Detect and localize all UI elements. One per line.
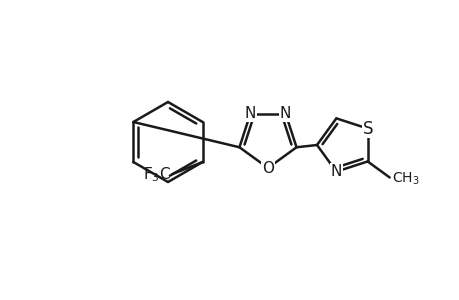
- Text: N: N: [330, 164, 341, 179]
- Text: CH$_3$: CH$_3$: [391, 170, 418, 187]
- Text: F$_3$C: F$_3$C: [142, 166, 170, 184]
- Text: N: N: [280, 106, 291, 121]
- Text: N: N: [244, 106, 256, 121]
- Text: O: O: [262, 160, 274, 175]
- Text: S: S: [362, 119, 372, 137]
